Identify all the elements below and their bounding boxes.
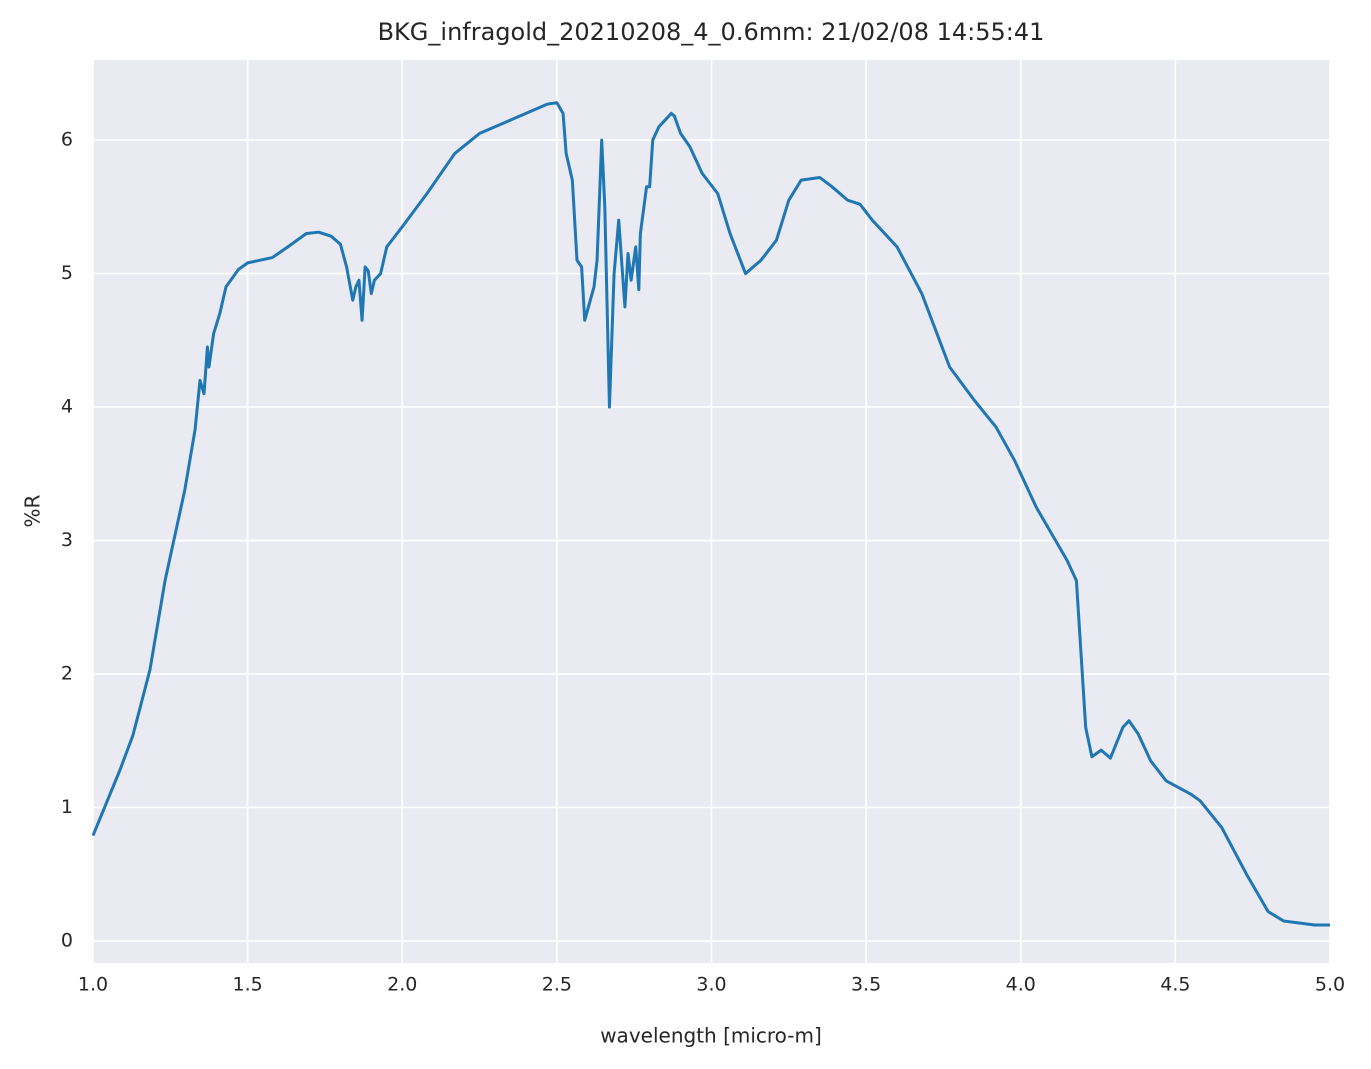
y-tick-label: 1 [61,796,73,818]
line-series [91,101,1330,927]
x-tick-label: 2.0 [387,974,417,996]
y-tick-label: 6 [61,129,73,151]
x-tick-label: 3.0 [696,974,726,996]
x-tick-label: 1.5 [233,974,263,996]
x-tick-label: 1.0 [78,974,108,996]
chart-title: BKG_infragold_20210208_4_0.6mm: 21/02/08… [378,18,1045,46]
x-tick-label: 4.5 [1160,974,1190,996]
x-tick-label: 4.0 [1006,974,1036,996]
x-tick-label: 5.0 [1315,974,1345,996]
x-axis-label: wavelength [micro-m] [600,1024,822,1048]
y-tick-label: 0 [61,929,73,951]
y-axis-label: %R [21,494,45,527]
y-tick-label: 3 [61,529,73,551]
y-tick-label: 5 [61,262,73,284]
y-tick-label: 4 [61,396,73,418]
y-tick-label: 2 [61,663,73,685]
x-tick-label: 3.5 [851,974,881,996]
x-tick-label: 2.5 [542,974,572,996]
